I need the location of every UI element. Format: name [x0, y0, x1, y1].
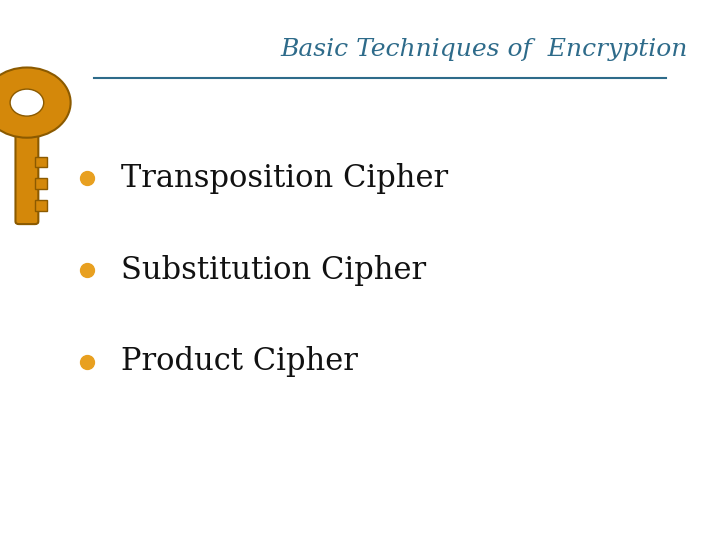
Bar	[35, 200, 47, 211]
Circle shape	[0, 68, 71, 138]
Text: Transposition Cipher: Transposition Cipher	[121, 163, 448, 194]
Bar	[35, 157, 47, 167]
Text: Substitution Cipher: Substitution Cipher	[121, 254, 426, 286]
Text: Product Cipher: Product Cipher	[121, 346, 358, 377]
FancyBboxPatch shape	[15, 100, 38, 224]
Circle shape	[10, 89, 44, 116]
Bar	[35, 178, 47, 189]
Text: Basic Techniques of  Encryption: Basic Techniques of Encryption	[281, 38, 688, 61]
